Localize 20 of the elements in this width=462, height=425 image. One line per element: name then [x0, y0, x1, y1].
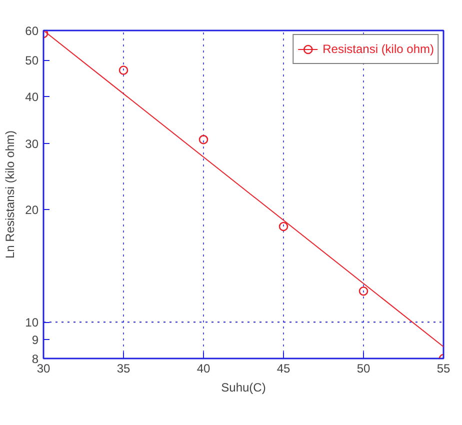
x-tick-label: 40 [196, 362, 210, 376]
x-tick-label: 45 [276, 362, 290, 376]
x-tick-label: 35 [116, 362, 130, 376]
point [278, 222, 288, 232]
y-tick-label: 30 [25, 136, 39, 151]
y-tick-label: 8 [32, 352, 39, 366]
x-tick-label: 50 [356, 362, 370, 376]
y-tick-label: 20 [25, 202, 39, 217]
y-tick-label: 9 [32, 332, 39, 347]
y-tick-label: 50 [25, 54, 39, 68]
point [198, 134, 208, 144]
y-axis-title: Ln Resistansi (kilo ohm) [3, 130, 18, 259]
point [118, 66, 128, 75]
x-tick-label: 55 [436, 362, 450, 376]
y-tick-label: 40 [25, 90, 39, 104]
x-axis-title: Suhu(C) [221, 380, 266, 394]
point [358, 286, 368, 296]
y-tick-label: 60 [25, 24, 39, 38]
y-tick-label: 10 [25, 316, 39, 330]
legend-label: Resistansi (kilo ohm) [322, 42, 434, 56]
